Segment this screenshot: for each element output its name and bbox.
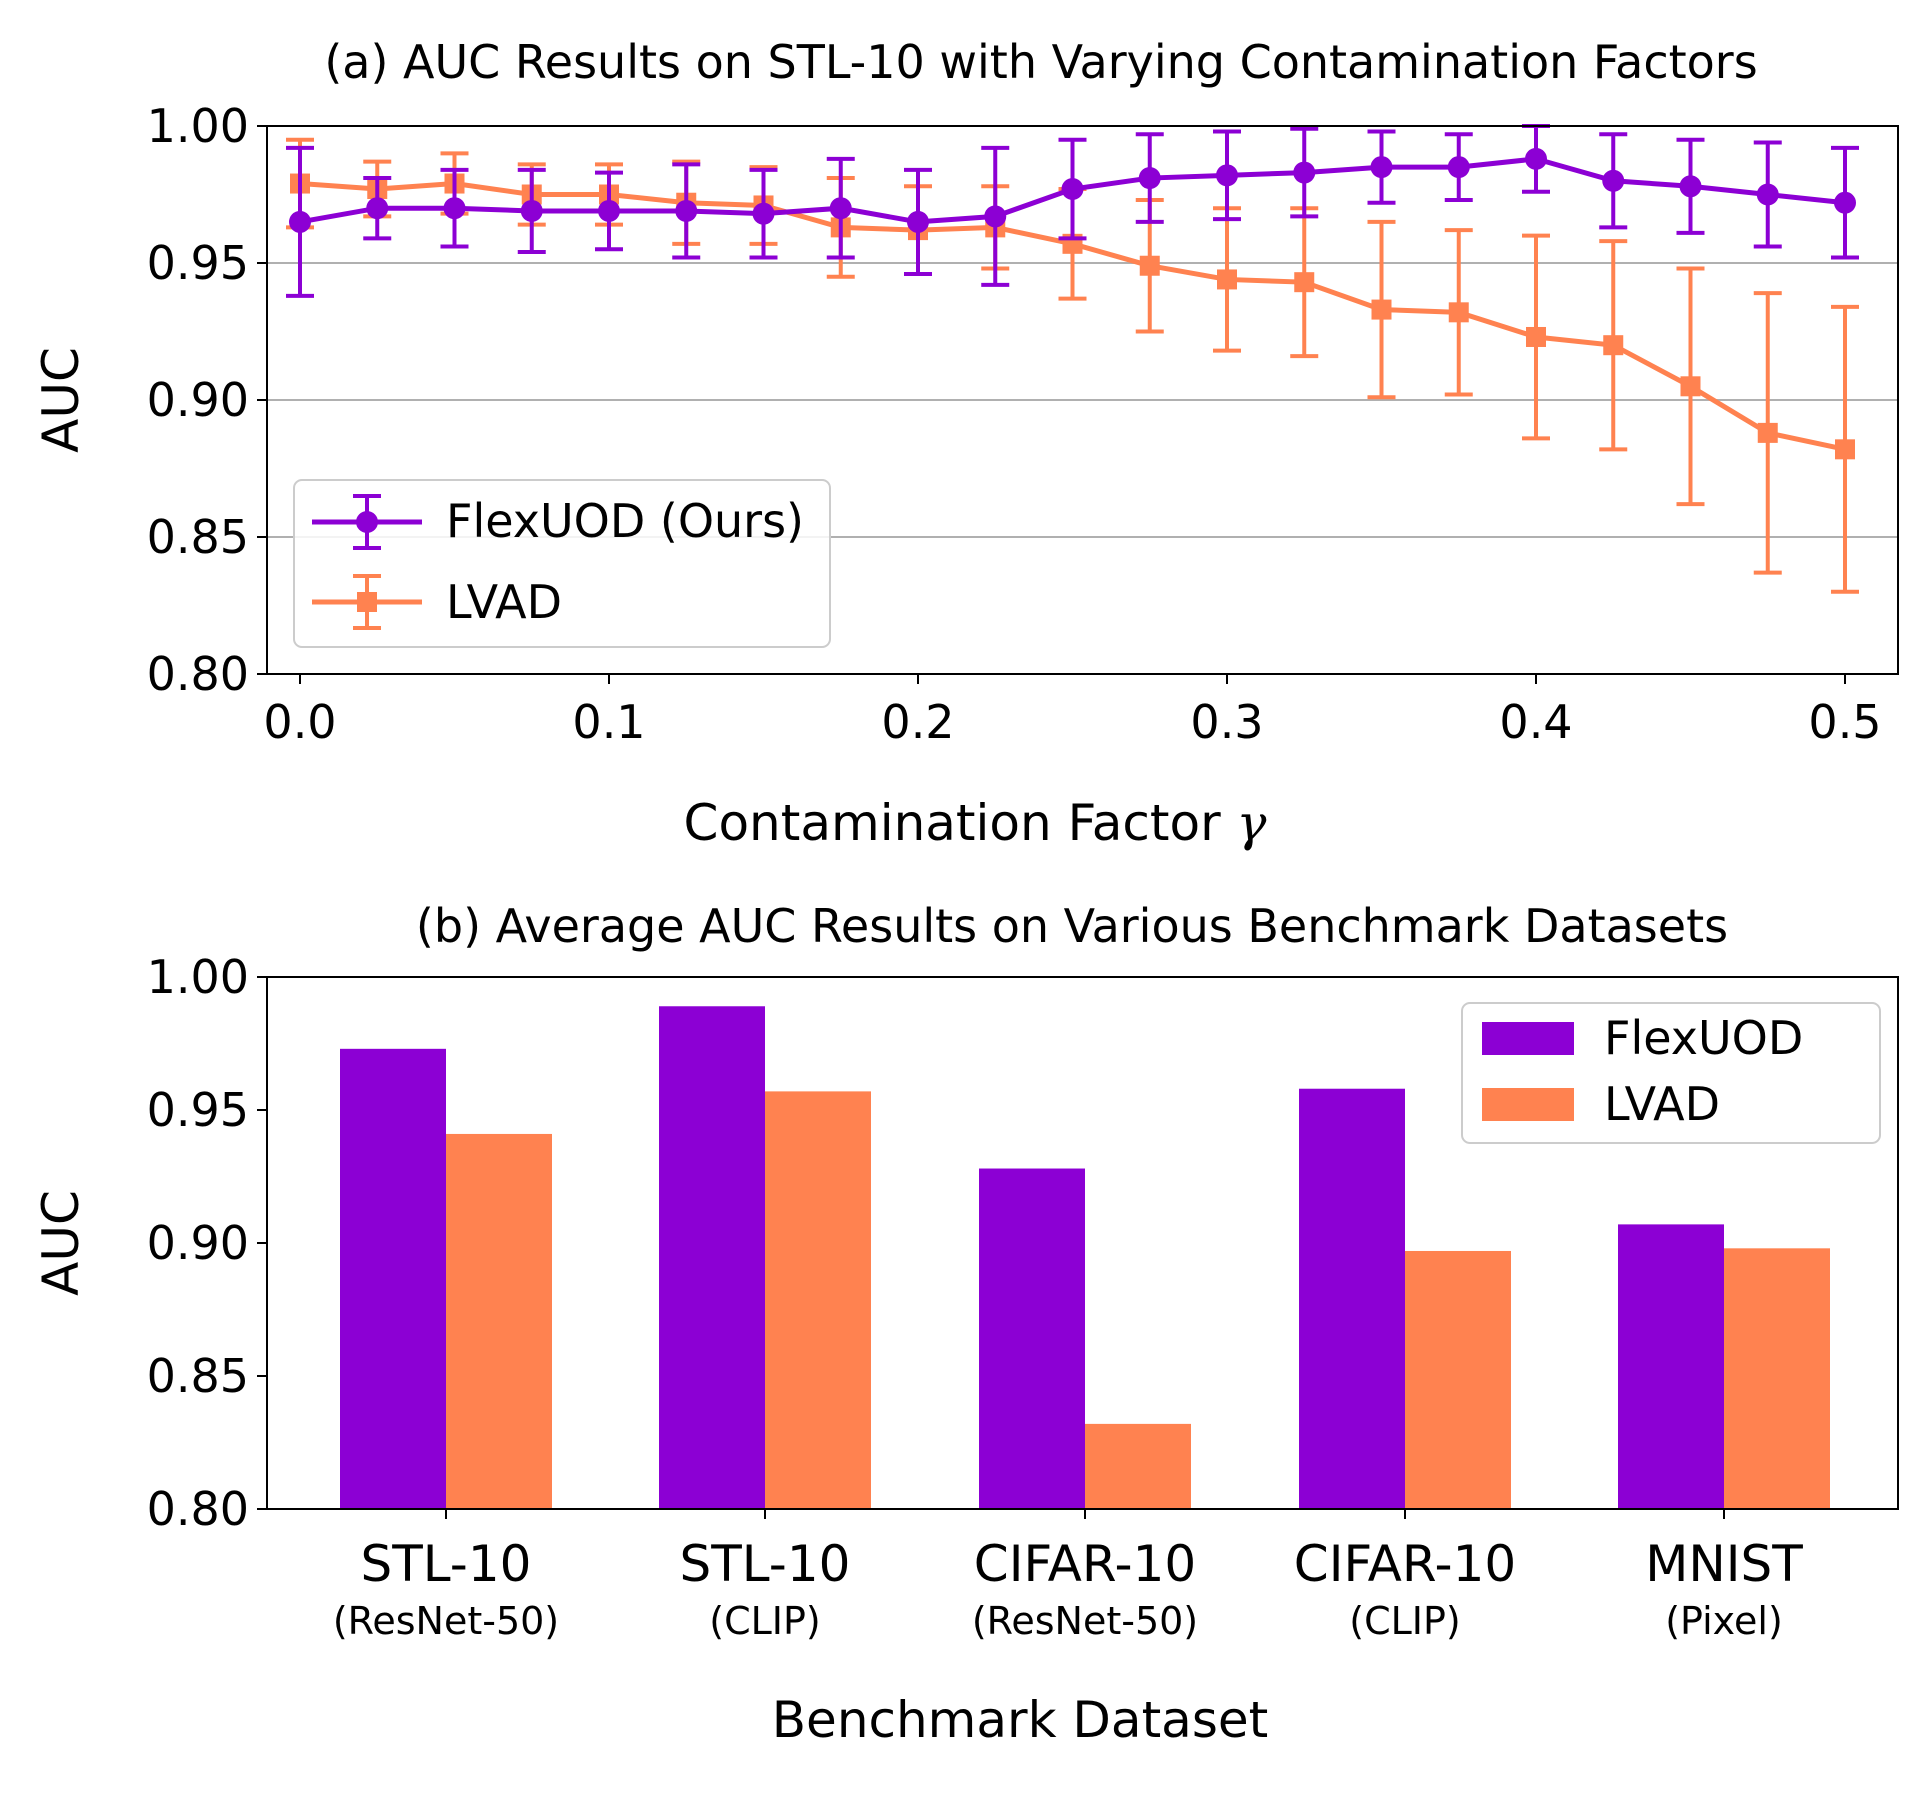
point-flexuod-ours-13 xyxy=(1293,161,1316,184)
category-label-cifar-10-3: CIFAR-10 xyxy=(1294,1535,1516,1593)
point-flexuod-ours-19 xyxy=(1756,183,1779,206)
point-flexuod-ours-16 xyxy=(1525,147,1547,170)
chart-b: (b) Average AUC Results on Various Bench… xyxy=(32,899,1899,1749)
category-label-stl-10-1: STL-10 xyxy=(680,1535,851,1593)
x-tick-label-0-4: 0.4 xyxy=(1499,695,1572,749)
point-flexuod-ours-7 xyxy=(829,197,852,220)
bar-flexuod-stl-10-resnet-50 xyxy=(340,1048,446,1509)
b-y-tick-label-0-95: 0.95 xyxy=(147,1083,249,1137)
legend-entry-lvad xyxy=(312,574,422,630)
point-lvad-15 xyxy=(1448,302,1469,323)
bar-lvad-stl-10-resnet-50 xyxy=(446,1133,552,1509)
point-flexuod-ours-11 xyxy=(1138,167,1161,190)
legend-swatch-lvad xyxy=(1482,1088,1574,1121)
x-tick-label-0-5: 0.5 xyxy=(1808,695,1881,749)
point-flexuod-ours-17 xyxy=(1602,169,1625,192)
b-y-tick-label-0-85: 0.85 xyxy=(147,1349,249,1403)
chart-a-legend-box xyxy=(293,479,831,648)
point-flexuod-ours-2 xyxy=(443,197,466,220)
chart-b-bars xyxy=(340,1006,1830,1509)
point-lvad-20 xyxy=(1835,439,1855,460)
point-flexuod-ours-6 xyxy=(752,202,775,225)
point-flexuod-ours-4 xyxy=(598,199,620,222)
point-flexuod-ours-9 xyxy=(984,205,1007,228)
point-lvad-12 xyxy=(1217,269,1237,290)
chart-a-y-axis-label: AUC xyxy=(32,347,90,453)
category-sublabel-resnet-50-0: (ResNet-50) xyxy=(333,1599,559,1643)
chart-a-series xyxy=(286,124,1859,594)
bar-lvad-cifar-10-clip xyxy=(1405,1250,1511,1509)
x-tick-label-0-1: 0.1 xyxy=(572,695,645,749)
category-sublabel-pixel-4: (Pixel) xyxy=(1665,1599,1783,1643)
category-label-cifar-10-2: CIFAR-10 xyxy=(974,1535,1196,1593)
legend-swatch-flexuod xyxy=(1482,1022,1574,1055)
point-flexuod-ours-12 xyxy=(1216,164,1238,187)
b-y-tick-label-1-00: 1.00 xyxy=(147,950,249,1004)
point-lvad-13 xyxy=(1294,272,1315,293)
chart-b-legend: FlexUOD LVAD xyxy=(1461,1002,1881,1144)
b-y-tick-label-0-80: 0.80 xyxy=(147,1482,249,1536)
y-tick-label-0-80: 0.80 xyxy=(147,647,249,701)
legend-entry-flexuod-ours xyxy=(312,494,422,550)
y-tick-label-1-00: 1.00 xyxy=(147,99,249,153)
bar-lvad-mnist-pixel xyxy=(1724,1248,1830,1509)
series-flexuod-ours xyxy=(286,124,1859,298)
y-tick-label-0-90: 0.90 xyxy=(147,373,249,427)
legend-label-flexuod-ours: FlexUOD (Ours) xyxy=(446,494,804,548)
point-lvad-11 xyxy=(1139,255,1160,276)
chart-a-x-ticks: 0.0 0.1 0.2 0.3 0.4 0.5 xyxy=(263,674,1882,749)
point-flexuod-ours-0 xyxy=(289,210,311,233)
y-tick-label-0-85: 0.85 xyxy=(147,510,249,564)
x-tick-label-0-0: 0.0 xyxy=(263,695,336,749)
point-flexuod-ours-14 xyxy=(1370,156,1393,179)
bar-lvad-stl-10-clip xyxy=(765,1091,871,1509)
point-flexuod-ours-15 xyxy=(1447,156,1470,179)
category-sublabel-clip-1: (CLIP) xyxy=(709,1599,820,1643)
point-lvad-14 xyxy=(1371,299,1392,320)
point-flexuod-ours-10 xyxy=(1061,178,1084,201)
chart-a-legend: FlexUOD (Ours) LVAD xyxy=(293,479,831,648)
bar-flexuod-cifar-10-resnet-50 xyxy=(979,1168,1085,1509)
bar-flexuod-cifar-10-clip xyxy=(1299,1088,1405,1509)
x-tick-label-0-2: 0.2 xyxy=(881,695,954,749)
category-sublabel-clip-3: (CLIP) xyxy=(1349,1599,1460,1643)
chart-a-x-axis-label-text: Contamination Factor xyxy=(684,794,1222,852)
gamma-symbol: γ xyxy=(1237,794,1267,852)
b-y-tick-label-0-90: 0.90 xyxy=(147,1216,249,1270)
point-flexuod-ours-20 xyxy=(1834,191,1856,214)
bar-flexuod-mnist-pixel xyxy=(1618,1224,1724,1509)
point-lvad-19 xyxy=(1757,422,1778,443)
category-sublabel-resnet-50-2: (ResNet-50) xyxy=(972,1599,1198,1643)
chart-a-title: (a) AUC Results on STL-10 with Varying C… xyxy=(324,35,1757,89)
bar-flexuod-stl-10-clip xyxy=(659,1006,765,1509)
category-label-mnist-4: MNIST xyxy=(1645,1535,1803,1593)
chart-b-y-axis-label: AUC xyxy=(32,1190,90,1296)
x-tick-label-0-3: 0.3 xyxy=(1190,695,1263,749)
legend-marker-lvad xyxy=(357,592,377,612)
legend-label-lvad: LVAD xyxy=(446,575,562,629)
point-lvad-17 xyxy=(1603,335,1624,356)
chart-a-x-axis-label: Contamination Factor γ xyxy=(684,794,1267,852)
point-flexuod-ours-8 xyxy=(907,210,929,233)
point-flexuod-ours-18 xyxy=(1679,175,1702,198)
point-lvad-16 xyxy=(1526,326,1546,347)
chart-b-x-ticks: STL-10 (ResNet-50) STL-10 (CLIP) CIFAR-10 (Re… xyxy=(333,1509,1803,1643)
point-lvad-18 xyxy=(1680,376,1701,397)
chart-a: (a) AUC Results on STL-10 with Varying C… xyxy=(32,35,1899,852)
point-flexuod-ours-5 xyxy=(675,199,698,222)
bar-lvad-cifar-10-resnet-50 xyxy=(1085,1423,1191,1509)
category-label-stl-10-0: STL-10 xyxy=(361,1535,532,1593)
legend-label-lvad-b: LVAD xyxy=(1604,1077,1720,1131)
y-tick-label-0-95: 0.95 xyxy=(147,236,249,290)
chart-b-title: (b) Average AUC Results on Various Bench… xyxy=(416,899,1728,953)
chart-b-y-ticks: 0.80 0.85 0.90 0.95 1.00 xyxy=(147,950,267,1536)
chart-a-y-ticks: 0.80 0.85 0.90 0.95 1.00 xyxy=(147,99,267,701)
point-flexuod-ours-3 xyxy=(520,199,543,222)
legend-label-flexuod: FlexUOD xyxy=(1604,1011,1803,1065)
legend-marker-flexuod-ours xyxy=(356,511,378,533)
chart-b-x-axis-label: Benchmark Dataset xyxy=(772,1691,1268,1749)
point-flexuod-ours-1 xyxy=(366,197,389,220)
